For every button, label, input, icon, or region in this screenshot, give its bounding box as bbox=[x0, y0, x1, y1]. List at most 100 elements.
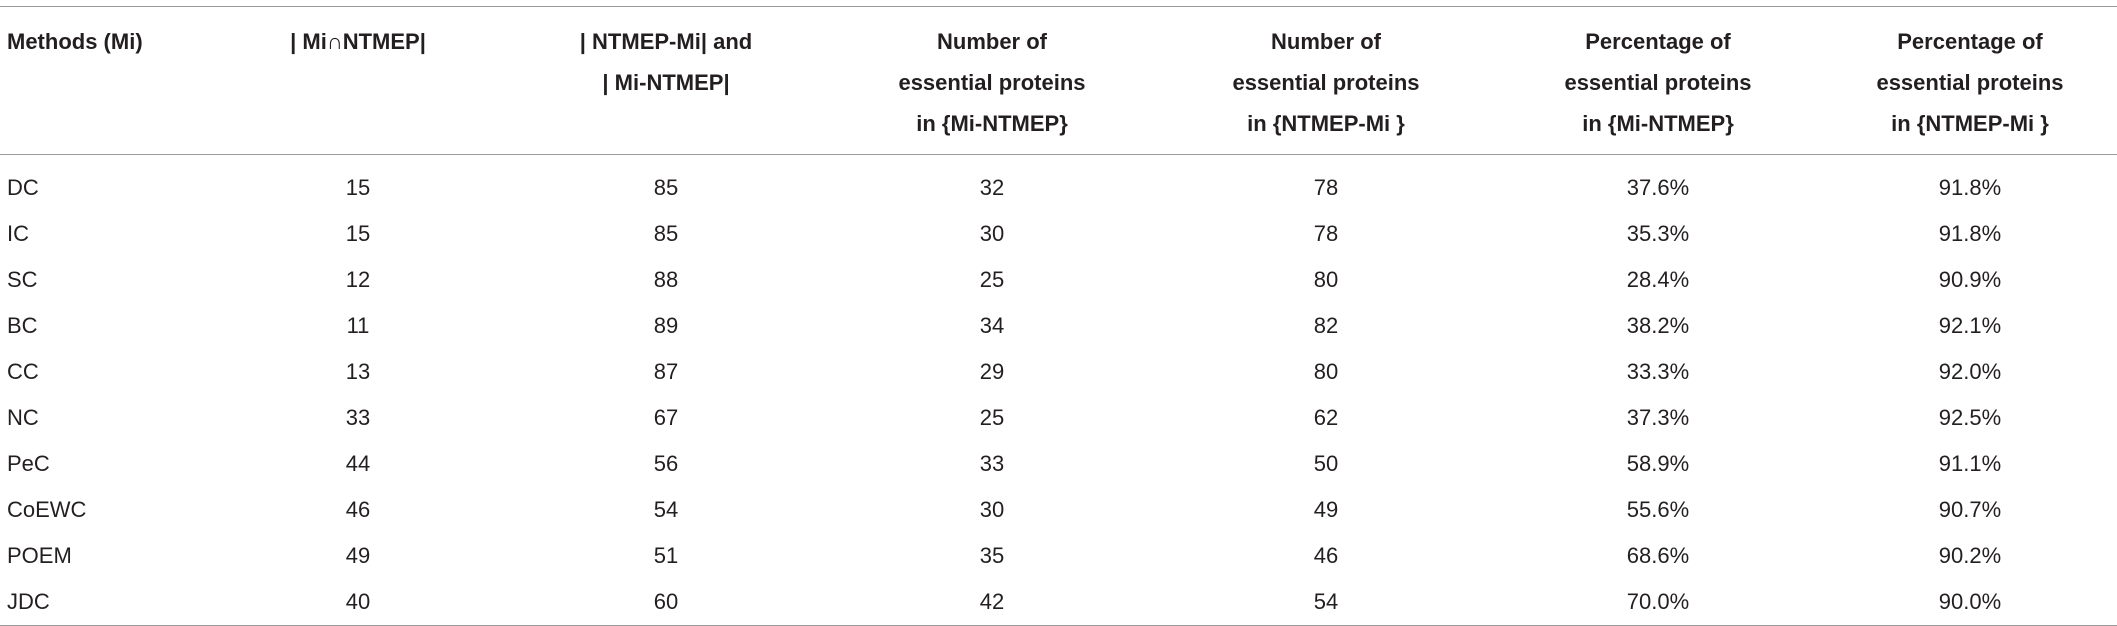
table-row: JDC 40 60 42 54 70.0% 90.0% bbox=[0, 579, 2117, 626]
header-line: in {Mi-NTMEP} bbox=[1582, 111, 1734, 136]
table-cell: 33 bbox=[979, 451, 1005, 476]
table-cell: 25 bbox=[979, 405, 1005, 430]
header-cell: Number of essential proteins in {Mi-NTMEP} bbox=[825, 7, 1159, 155]
header-cell: Percentage of essential proteins in {NTMEP… bbox=[1823, 7, 2117, 155]
table-cell: 35.3% bbox=[1626, 221, 1690, 246]
header-line: essential proteins bbox=[1232, 70, 1420, 95]
table-row: SC 12 88 25 80 28.4% 90.9% bbox=[0, 257, 2117, 303]
table-cell: 54 bbox=[1313, 589, 1339, 614]
table-cell: 80 bbox=[1313, 267, 1339, 292]
table-cell: 30 bbox=[979, 497, 1005, 522]
header-line: essential proteins bbox=[898, 70, 1086, 95]
table-cell: 90.7% bbox=[1938, 497, 2002, 522]
table-cell: 28.4% bbox=[1626, 267, 1690, 292]
table-cell: JDC bbox=[7, 589, 50, 614]
table-cell: 42 bbox=[979, 589, 1005, 614]
header-line: Number of bbox=[937, 29, 1047, 54]
table-cell: 92.0% bbox=[1938, 359, 2002, 384]
header-line: Percentage of bbox=[1585, 29, 1731, 54]
header-line: Number of bbox=[1271, 29, 1381, 54]
table-cell: POEM bbox=[7, 543, 72, 568]
table-cell: 89 bbox=[653, 313, 679, 338]
table-cell: 90.0% bbox=[1938, 589, 2002, 614]
header-cell: | Mi∩NTMEP| bbox=[209, 7, 507, 155]
table-cell: 85 bbox=[653, 175, 679, 200]
table-cell: 13 bbox=[345, 359, 371, 384]
table-cell: 11 bbox=[346, 313, 370, 338]
table-cell: CC bbox=[7, 359, 39, 384]
table-header: Methods (Mi) | Mi∩NTMEP| | NTMEP-Mi| and | … bbox=[0, 6, 2117, 155]
table-cell: 91.8% bbox=[1938, 221, 2002, 246]
table-row: CoEWC 46 54 30 49 55.6% 90.7% bbox=[0, 487, 2117, 533]
table-cell: 15 bbox=[345, 175, 371, 200]
table-cell: 51 bbox=[653, 543, 679, 568]
table-cell: 88 bbox=[653, 267, 679, 292]
table-cell: 92.5% bbox=[1938, 405, 2002, 430]
table-cell: 87 bbox=[653, 359, 679, 384]
table-cell: 92.1% bbox=[1938, 313, 2002, 338]
header-cell: | NTMEP-Mi| and | Mi-NTMEP| bbox=[507, 7, 825, 155]
table-cell: 78 bbox=[1313, 221, 1339, 246]
header-line: in {Mi-NTMEP} bbox=[916, 111, 1068, 136]
table-cell: 91.8% bbox=[1938, 175, 2002, 200]
header-line: in {NTMEP-Mi } bbox=[1247, 111, 1405, 136]
header-line: in {NTMEP-Mi } bbox=[1891, 111, 2049, 136]
header-line: Methods (Mi) bbox=[7, 29, 143, 54]
table-body: DC 15 85 32 78 37.6% 91.8% IC 15 85 30 78 35.3% 91.8%… bbox=[0, 155, 2117, 626]
table-cell: 82 bbox=[1313, 313, 1339, 338]
table-cell: 44 bbox=[345, 451, 371, 476]
table-cell: CoEWC bbox=[7, 497, 87, 522]
table-cell: 60 bbox=[653, 589, 679, 614]
header-line: | Mi∩NTMEP| bbox=[290, 29, 426, 54]
table-cell: 12 bbox=[345, 267, 371, 292]
table-row: PeC 44 56 33 50 58.9% 91.1% bbox=[0, 441, 2117, 487]
table-cell: 91.1% bbox=[1938, 451, 2002, 476]
table-cell: 49 bbox=[1313, 497, 1339, 522]
table-cell: 33.3% bbox=[1626, 359, 1690, 384]
table-cell: 55.6% bbox=[1626, 497, 1690, 522]
header-line: | Mi-NTMEP| bbox=[602, 70, 730, 95]
table-cell: 33 bbox=[345, 405, 371, 430]
table-row: CC 13 87 29 80 33.3% 92.0% bbox=[0, 349, 2117, 395]
table-cell: SC bbox=[7, 267, 38, 292]
table-cell: 37.3% bbox=[1626, 405, 1690, 430]
table-cell: 35 bbox=[979, 543, 1005, 568]
table-row: DC 15 85 32 78 37.6% 91.8% bbox=[0, 165, 2117, 211]
header-line: Percentage of bbox=[1897, 29, 2043, 54]
header-cell: Percentage of essential proteins in {Mi-NT… bbox=[1493, 7, 1823, 155]
header-line: | NTMEP-Mi| and bbox=[579, 29, 753, 54]
table-cell: 40 bbox=[345, 589, 371, 614]
table-cell: 58.9% bbox=[1626, 451, 1690, 476]
table-cell: 46 bbox=[1313, 543, 1339, 568]
header-cell: Number of essential proteins in {NTMEP-Mi … bbox=[1159, 7, 1493, 155]
table-cell: 29 bbox=[979, 359, 1005, 384]
table-row: NC 33 67 25 62 37.3% 92.5% bbox=[0, 395, 2117, 441]
table-cell: 62 bbox=[1313, 405, 1339, 430]
table-cell: NC bbox=[7, 405, 39, 430]
table-cell: 68.6% bbox=[1626, 543, 1690, 568]
table-cell: 25 bbox=[979, 267, 1005, 292]
table-cell: 78 bbox=[1313, 175, 1339, 200]
table-cell: 67 bbox=[653, 405, 679, 430]
header-line: essential proteins bbox=[1876, 70, 2064, 95]
table-cell: PeC bbox=[7, 451, 50, 476]
table-cell: 32 bbox=[979, 175, 1005, 200]
table-cell: BC bbox=[7, 313, 38, 338]
table-cell: DC bbox=[7, 175, 39, 200]
table-cell: 54 bbox=[653, 497, 679, 522]
table-cell: 85 bbox=[653, 221, 679, 246]
data-table: Methods (Mi) | Mi∩NTMEP| | NTMEP-Mi| and | … bbox=[0, 6, 2117, 626]
table-cell: IC bbox=[7, 221, 29, 246]
header-line: essential proteins bbox=[1564, 70, 1752, 95]
header-cell: Methods (Mi) bbox=[0, 7, 209, 155]
table-cell: 15 bbox=[345, 221, 371, 246]
table-row: IC 15 85 30 78 35.3% 91.8% bbox=[0, 211, 2117, 257]
table-row: BC 11 89 34 82 38.2% 92.1% bbox=[0, 303, 2117, 349]
spacer bbox=[0, 155, 2117, 166]
table-cell: 50 bbox=[1313, 451, 1339, 476]
table-cell: 37.6% bbox=[1626, 175, 1690, 200]
table-cell: 34 bbox=[979, 313, 1005, 338]
table-cell: 56 bbox=[653, 451, 679, 476]
table-cell: 90.9% bbox=[1938, 267, 2002, 292]
